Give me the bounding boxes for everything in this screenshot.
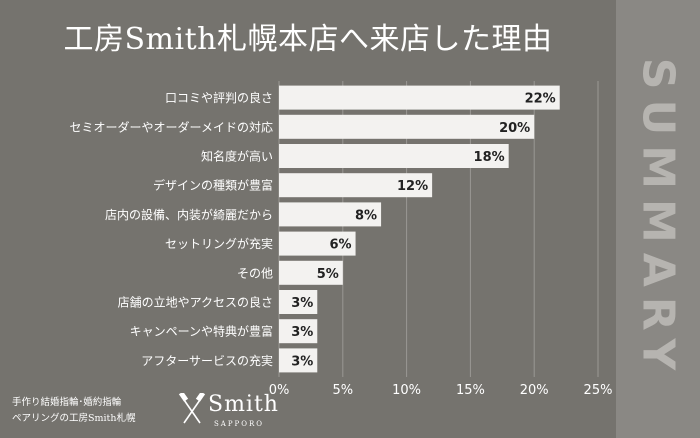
bar [279,85,560,110]
bar [279,202,382,227]
value-label: 22% [525,92,556,107]
value-label: 18% [474,150,505,165]
category-label: セミオーダーやオーダーメイドの対応 [69,119,273,134]
bar [279,144,509,168]
footer-tagline-1: 手作り結婚指輪･婚約指輪 [12,397,122,408]
category-label: デザインの種類が豊富 [153,178,273,193]
x-tick-label: 15% [456,383,485,398]
value-label: 5% [317,267,339,282]
value-label: 8% [355,208,377,223]
category-label: セットリングが充実 [165,236,273,251]
x-tick-label: 0% [269,383,290,398]
x-tick-label: 20% [520,383,549,398]
bar [279,173,433,198]
bar [279,260,343,285]
value-label: 3% [291,354,313,369]
summary-sidebar [616,0,700,438]
logo-subtitle: SAPPORO [214,420,265,428]
crossed-hammers-icon [178,393,206,424]
bar [279,348,318,373]
footer-tagline-2: ペアリングの工房Smith札幌 [12,413,136,424]
bar [279,114,535,139]
bar [279,319,318,344]
bar [279,231,356,256]
category-label: キャンペーンや特典が豊富 [130,324,273,339]
value-label: 3% [291,296,313,311]
value-label: 20% [499,121,530,136]
category-label: 店内の設備、内装が綺麗だから [105,207,273,222]
value-label: 3% [291,325,313,340]
bar-chart: 0% 5% 10% 15% 20% 25% 口コミや評判の良さ 22% セミオーダーやオーダーメ… [69,81,613,398]
value-label: 12% [397,179,428,194]
x-tick-label: 5% [332,383,353,398]
category-label: 店舗の立地やアクセスの良さ [118,295,273,310]
x-tick-label: 25% [584,383,613,398]
logo-wordmark: Smith [208,392,279,417]
value-label: 6% [329,238,351,253]
category-label: アフターサービスの充実 [141,353,273,368]
summary-label: SUMMARY [632,57,684,381]
x-tick-label: 10% [392,383,421,398]
category-label: 口コミや評判の良さ [165,90,273,105]
bar [279,290,318,314]
category-label: 知名度が高い [201,149,273,164]
page-title: 工房Smith札幌本店へ来店した理由 [63,22,553,57]
category-label: その他 [237,266,273,280]
